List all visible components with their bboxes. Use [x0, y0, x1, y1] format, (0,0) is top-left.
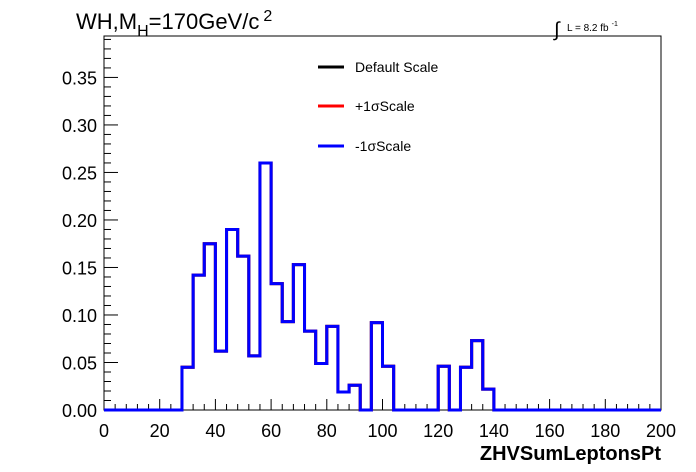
x-axis-label: ZHVSumLeptonsPt — [480, 443, 661, 465]
title-main: WH,M — [76, 9, 137, 34]
x-tick-label: 140 — [479, 421, 509, 441]
y-tick-label: 0.20 — [62, 211, 97, 231]
y-axis-ticks: 0.00 0.05 0.10 0.15 0.20 0.25 0.30 0.35 — [62, 38, 118, 421]
x-tick-label: 200 — [646, 421, 676, 441]
x-tick-label: 180 — [590, 421, 620, 441]
chart-title: WH,MH=170GeV/c 2 — [76, 8, 272, 40]
x-tick-label: 0 — [99, 421, 109, 441]
legend-label-default: Default Scale — [355, 59, 438, 75]
lumi-integral: ∫ — [553, 19, 561, 41]
x-tick-label: 160 — [535, 421, 565, 441]
lumi-text: L = 8.2 fb — [567, 23, 609, 34]
y-tick-label: 0.10 — [62, 306, 97, 326]
legend: Default Scale +1σScale -1σScale — [318, 59, 438, 154]
x-tick-label: 60 — [261, 421, 281, 441]
title-sup: 2 — [263, 8, 272, 25]
x-tick-label: 40 — [205, 421, 225, 441]
title-rest: =170GeV/c — [149, 9, 260, 34]
title-sub: H — [137, 23, 149, 40]
y-tick-label: 0.15 — [62, 258, 97, 278]
x-tick-label: 100 — [367, 421, 397, 441]
x-tick-label: 80 — [317, 421, 337, 441]
series-line-1 — [104, 161, 661, 412]
series-layer — [104, 161, 661, 412]
lumi-sup: -1 — [612, 21, 618, 28]
y-tick-label: 0.35 — [62, 68, 97, 88]
series-line-0 — [104, 161, 661, 412]
y-tick-label: 0.25 — [62, 163, 97, 183]
x-axis-ticks: 0 20 40 60 80 100 120 140 160 180 200 — [99, 399, 676, 441]
x-tick-label: 120 — [423, 421, 453, 441]
y-tick-label: 0.05 — [62, 353, 97, 373]
y-tick-label: 0.30 — [62, 116, 97, 136]
lumi-label: L = 8.2 fb -1 — [567, 21, 618, 34]
legend-label-plus1sigma: +1σScale — [355, 98, 415, 114]
series-line-2 — [104, 161, 661, 412]
x-tick-label: 20 — [150, 421, 170, 441]
legend-label-minus1sigma: -1σScale — [355, 138, 411, 154]
y-tick-label: 0.00 — [62, 401, 97, 421]
